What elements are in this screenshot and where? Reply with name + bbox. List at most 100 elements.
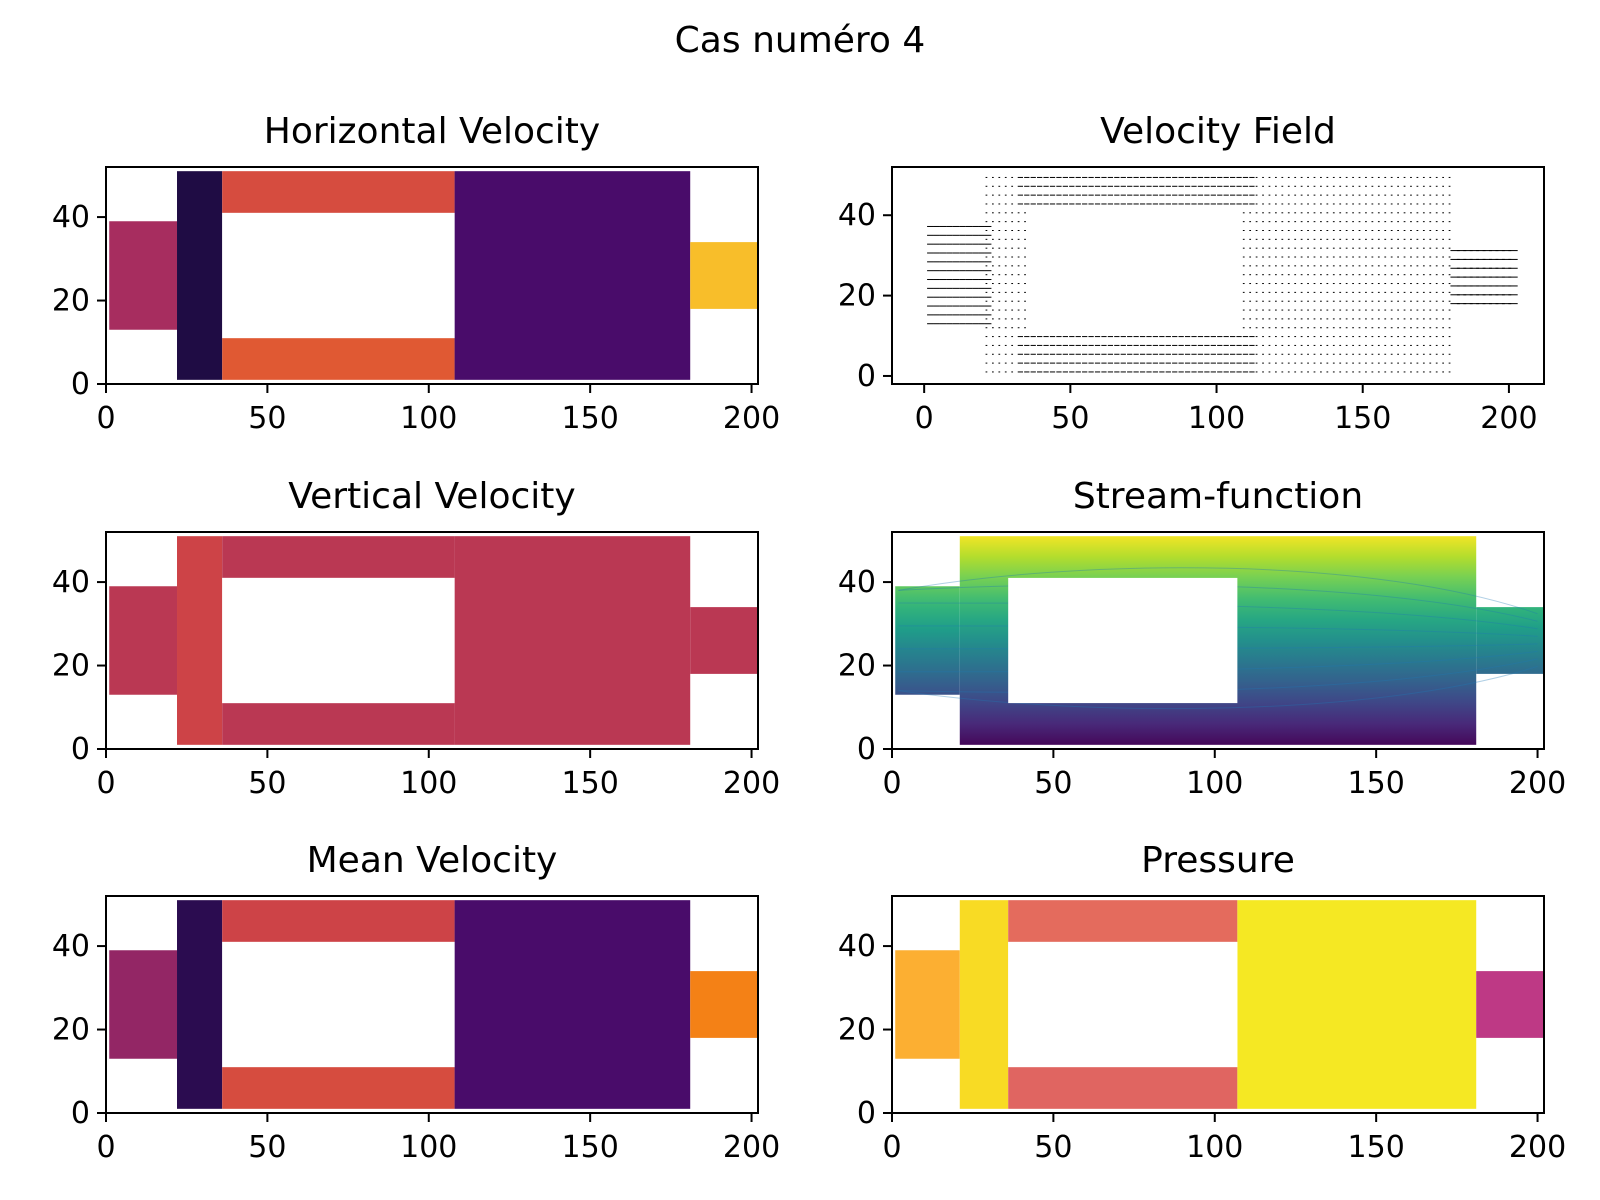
- x-tick-label: 100: [1186, 1130, 1243, 1165]
- y-tick-label: 0: [857, 1096, 876, 1131]
- region-chamber-left: [959, 900, 1009, 1109]
- region-inlet: [895, 950, 960, 1059]
- streamline: [898, 567, 1538, 615]
- x-tick-label: 150: [1334, 401, 1391, 436]
- region-outlet: [690, 242, 758, 309]
- plot-area: [927, 176, 1518, 373]
- x-tick-label: 200: [1480, 401, 1537, 436]
- subplot-1: Horizontal Velocity 0 50 100 150 200 0 20 40: [52, 111, 780, 436]
- axes-frame: [891, 166, 1545, 385]
- x-tick-label: 50: [1051, 401, 1089, 436]
- region-chamber-left: [177, 536, 223, 745]
- x-tick-label: 0: [96, 401, 115, 436]
- x-tick-label: 200: [723, 1130, 780, 1165]
- obstacle: [1008, 577, 1238, 704]
- subplot-6: Pressure 0 50 100 150 200 0 20 40: [838, 840, 1566, 1165]
- region-top-channel: [222, 171, 455, 213]
- x-tick-label: 200: [1509, 766, 1566, 801]
- axes-frame: [891, 895, 1545, 1114]
- x-tick-label: 50: [1034, 766, 1072, 801]
- region-inlet: [109, 950, 178, 1059]
- x-tick-label: 150: [562, 1130, 619, 1165]
- x-tick-label: 200: [723, 766, 780, 801]
- y-tick-label: 0: [857, 732, 876, 767]
- x-tick-label: 50: [248, 766, 286, 801]
- x-tick-label: 100: [400, 766, 457, 801]
- y-tick-label: 20: [838, 279, 876, 314]
- subplot-5: Mean Velocity 0 50 100 150 200 0 20 40: [52, 840, 780, 1165]
- plot-area: [109, 900, 758, 1109]
- x-tick-label: 0: [96, 766, 115, 801]
- region-outlet: [1476, 607, 1544, 674]
- plot-area: [109, 171, 758, 380]
- x-tick-label: 150: [1348, 766, 1405, 801]
- y-tick-label: 40: [838, 198, 876, 233]
- y-tick-label: 40: [52, 200, 90, 235]
- x-tick-label: 150: [562, 401, 619, 436]
- region-inlet: [109, 221, 178, 330]
- region-top-channel: [222, 900, 455, 942]
- subplot-title: Mean Velocity: [307, 840, 558, 881]
- plot-area: [895, 536, 1544, 745]
- y-tick-label: 0: [857, 359, 876, 394]
- x-tick-label: 200: [723, 401, 780, 436]
- region-bottom-channel: [222, 703, 455, 745]
- region-chamber-right: [1237, 900, 1477, 1109]
- y-tick-label: 40: [838, 565, 876, 600]
- y-tick-label: 20: [52, 649, 90, 684]
- region-chamber-right: [454, 171, 691, 380]
- subplot-4: Stream-function 0 50 100 150 200 0 20 40: [838, 476, 1566, 801]
- x-tick-label: 50: [1034, 1130, 1072, 1165]
- x-tick-label: 100: [1186, 766, 1243, 801]
- x-tick-label: 0: [915, 401, 934, 436]
- x-tick-label: 100: [400, 401, 457, 436]
- subplot-title: Pressure: [1141, 840, 1295, 881]
- region-chamber-left: [177, 900, 223, 1109]
- y-tick-label: 20: [838, 649, 876, 684]
- region-outlet: [690, 607, 758, 674]
- x-tick-label: 150: [1348, 1130, 1405, 1165]
- plot-area: [109, 536, 758, 745]
- x-tick-label: 0: [96, 1130, 115, 1165]
- subplot-2: Velocity Field 0 50 100 150 200 0 20 40: [838, 111, 1545, 436]
- region-outlet: [690, 971, 758, 1038]
- axes-frame: [105, 895, 759, 1114]
- y-tick-label: 0: [71, 1096, 90, 1131]
- subplot-title: Velocity Field: [1100, 111, 1336, 152]
- subplot-title: Stream-function: [1073, 476, 1363, 517]
- obstacle: [1008, 941, 1238, 1068]
- x-tick-label: 0: [882, 766, 901, 801]
- region-chamber-left: [177, 171, 223, 380]
- figure-suptitle: Cas numéro 4: [674, 20, 926, 61]
- region-bottom-channel: [1008, 1067, 1238, 1109]
- axes-frame: [105, 531, 759, 750]
- y-tick-label: 40: [838, 929, 876, 964]
- x-tick-label: 50: [248, 1130, 286, 1165]
- region-outlet: [1476, 971, 1544, 1038]
- y-tick-label: 0: [71, 367, 90, 402]
- region-chamber-right: [454, 536, 691, 745]
- region-chamber-right: [454, 900, 691, 1109]
- x-tick-label: 50: [248, 401, 286, 436]
- subplot-title: Vertical Velocity: [288, 476, 575, 517]
- streamline: [898, 665, 1538, 710]
- plot-area: [895, 900, 1544, 1109]
- axes-frame: [105, 166, 759, 385]
- y-tick-label: 40: [52, 929, 90, 964]
- axes-frame: [891, 531, 1545, 750]
- region-bottom-channel: [222, 1067, 455, 1109]
- x-tick-label: 200: [1509, 1130, 1566, 1165]
- obstacle: [1026, 211, 1240, 336]
- region-inlet: [895, 586, 960, 695]
- y-tick-label: 20: [838, 1013, 876, 1048]
- y-tick-label: 20: [52, 284, 90, 319]
- obstacle: [222, 212, 455, 339]
- obstacle: [222, 941, 455, 1068]
- subplot-title: Horizontal Velocity: [264, 111, 600, 152]
- y-tick-label: 40: [52, 565, 90, 600]
- x-tick-label: 100: [1188, 401, 1245, 436]
- x-tick-label: 0: [882, 1130, 901, 1165]
- x-tick-label: 100: [400, 1130, 457, 1165]
- obstacle: [222, 577, 455, 704]
